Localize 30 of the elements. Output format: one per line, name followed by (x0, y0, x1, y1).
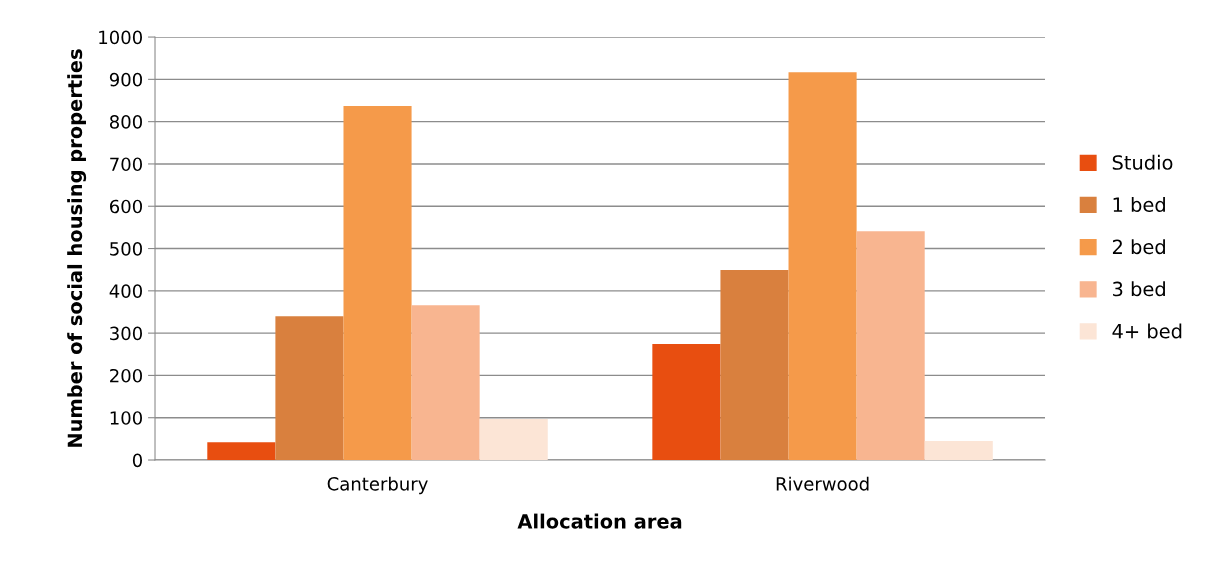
y-tick-label: 800 (109, 115, 142, 129)
bar (924, 440, 993, 461)
x-tick-label: Riverwood (776, 476, 869, 491)
y-tick-label: 700 (110, 157, 142, 172)
legend-label: 2 bed (1112, 239, 1165, 255)
y-axis-title: Number of social housing properties (67, 49, 87, 447)
y-tick-label: 0 (132, 453, 142, 468)
y-tick-label: 400 (109, 284, 142, 298)
legend-label: 3 bed (1112, 281, 1165, 297)
bar (275, 316, 344, 461)
bar (652, 344, 721, 461)
bar (207, 442, 276, 461)
bar (343, 106, 412, 461)
y-tick-label: 1000 (99, 30, 142, 45)
y-tick-label: 200 (110, 368, 142, 383)
x-axis-title: Allocation area (517, 513, 682, 529)
bar (856, 231, 925, 461)
y-tick-label: 500 (110, 241, 142, 256)
y-tick-label: 300 (110, 326, 142, 341)
legend-label: 1 bed (1113, 196, 1165, 213)
legend-label: Studio (1112, 154, 1173, 170)
bar (479, 418, 548, 461)
bar (788, 72, 857, 461)
x-tick-label: Canterbury (327, 476, 428, 495)
bar (411, 305, 480, 461)
y-tick-label: 900 (109, 72, 142, 87)
bar (720, 270, 789, 461)
y-tick-label: 600 (110, 199, 142, 214)
y-tick-label: 100 (110, 411, 142, 425)
legend-label: 4+ bed (1112, 323, 1182, 339)
